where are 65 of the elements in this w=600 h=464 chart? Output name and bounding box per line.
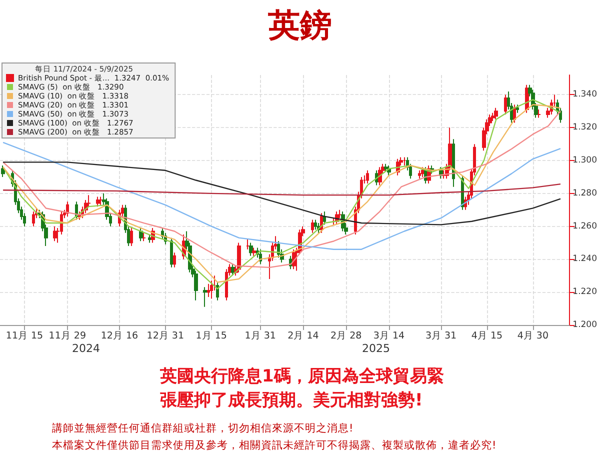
candlestick (142, 232, 146, 242)
x-tick-label: 1月 31 (244, 330, 276, 342)
x-tick-label: 12月 16 (100, 330, 138, 342)
y-tick-label: 1.280 (572, 188, 598, 198)
candlestick (311, 219, 314, 234)
y-tick-label: 1.260 (572, 221, 598, 232)
candlestick (418, 170, 421, 180)
candlestick (516, 104, 519, 114)
candlestick (504, 94, 507, 115)
candlestick (494, 107, 498, 120)
candlestick (1, 164, 5, 178)
y-tick-label: 1.220 (572, 287, 598, 298)
candlestick (452, 138, 455, 188)
candlestick (32, 211, 35, 227)
y-tick-label: 1.300 (572, 156, 598, 166)
candlestick (513, 104, 516, 124)
candlestick (277, 240, 280, 258)
candlestick (237, 242, 241, 273)
candlestick (252, 247, 256, 256)
x-tick-label: 3月 14 (373, 330, 405, 342)
x-tick-label: 12月 31 (146, 330, 184, 342)
candlestick (139, 227, 143, 242)
candlestick (173, 252, 176, 268)
y-tick-label: 1.200 (572, 320, 598, 330)
candlestick (99, 196, 103, 206)
line-series (2, 183, 562, 196)
candlestick (203, 286, 207, 308)
x-tick-label: 3月 31 (425, 330, 457, 342)
candlestick (491, 112, 495, 122)
candlestick (366, 170, 369, 184)
candlestick (130, 227, 133, 247)
line-series (2, 162, 562, 226)
y-tick-label: 1.340 (572, 90, 598, 100)
candlestick (207, 283, 210, 298)
candlestick (148, 234, 152, 244)
candlestick (96, 196, 100, 208)
x-tick-label: 4月 15 (471, 330, 503, 342)
candlestick (53, 226, 57, 242)
x-tick-label: 1月 15 (196, 330, 227, 342)
text: 2024 (72, 342, 100, 355)
x-tick-label: 11月 15 (6, 330, 44, 342)
candlestick (249, 242, 253, 256)
candlestick (421, 166, 424, 178)
y-tick-label: 1.240 (572, 254, 598, 264)
candlestick (403, 156, 406, 166)
candlestick (323, 211, 326, 226)
x-tick-label: 2月 14 (288, 330, 319, 342)
candlestick (66, 201, 69, 217)
y-tick-label: 1.320 (572, 122, 598, 133)
x-tick-label: 4月 30 (517, 330, 548, 342)
text: 英國央行降息1碼，原因為全球貿易緊 (159, 366, 444, 386)
candlestick (194, 270, 198, 301)
chart-title: 英鎊 (267, 6, 332, 44)
text: 本檔案文件僅供節目需求使用及參考，相關資訊未經許可不得揭露、複製或散佈，違者必究! (52, 438, 496, 452)
candlestick (537, 109, 541, 118)
text: 講師並無經營任何通信群組或社群，切勿相信來源不明之消息! (52, 422, 354, 434)
x-tick-label: 2月 28 (330, 330, 362, 342)
text: 2025 (362, 342, 390, 355)
text: 張壓抑了成長預期。美元相對強勢! (160, 390, 423, 410)
candlestick (246, 238, 250, 250)
line-series (2, 142, 562, 250)
candlestick (384, 163, 388, 173)
candlestick (314, 219, 317, 230)
x-tick-label: 11月 29 (48, 330, 86, 342)
candlestick (170, 237, 173, 268)
